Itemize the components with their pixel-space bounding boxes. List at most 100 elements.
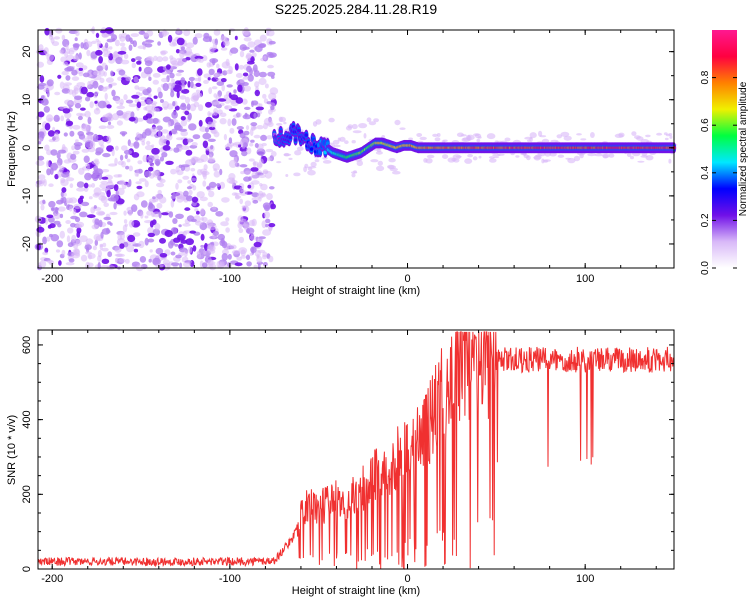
noise-blob	[211, 86, 218, 90]
noise-blob	[161, 152, 168, 158]
noise-blob	[147, 227, 155, 235]
noise-blob	[202, 262, 208, 268]
noise-blob	[200, 233, 205, 241]
halo-blob	[464, 158, 473, 164]
noise-blob	[133, 248, 139, 253]
halo-blob	[350, 171, 358, 174]
noise-blob	[83, 155, 90, 163]
noise-blob	[221, 84, 225, 92]
noise-blob	[39, 75, 45, 83]
halo-blob	[579, 152, 584, 159]
noise-blob	[233, 89, 237, 94]
noise-blob	[59, 165, 65, 171]
noise-blob	[170, 195, 176, 200]
noise-blob	[151, 144, 155, 148]
noise-blob	[239, 50, 245, 58]
noise-blob	[191, 92, 200, 101]
halo-blob	[283, 153, 292, 157]
spectrogram-ylabel: Frequency (Hz)	[6, 111, 18, 187]
noise-blob	[92, 245, 97, 251]
noise-blob	[61, 34, 66, 41]
noise-blob	[202, 172, 207, 180]
halo-blob	[288, 157, 293, 160]
noise-blob	[154, 223, 161, 231]
noise-blob	[195, 82, 202, 87]
noise-blob	[231, 118, 237, 126]
noise-blob	[202, 140, 209, 149]
snr-xtick-label: -200	[41, 573, 63, 585]
noise-blob	[111, 148, 115, 157]
noise-blob	[237, 215, 244, 223]
noise-blob	[162, 56, 169, 62]
noise-blob	[119, 154, 124, 161]
noise-blob	[162, 101, 170, 109]
noise-blob	[180, 116, 186, 121]
noise-blob	[126, 244, 135, 253]
noise-blob	[125, 99, 134, 104]
noise-blob	[155, 160, 160, 167]
noise-blob	[194, 77, 202, 82]
noise-blob	[162, 145, 171, 151]
noise-blob	[102, 153, 111, 158]
noise-blob	[267, 64, 274, 69]
noise-blob	[216, 183, 221, 187]
noise-blob	[148, 76, 152, 82]
noise-blob	[233, 141, 242, 146]
noise-blob	[213, 73, 218, 79]
noise-blob	[86, 49, 91, 57]
snr-ylabel: SNR (10 * v/v)	[6, 415, 18, 485]
noise-blob	[193, 101, 200, 108]
noise-blob	[169, 72, 175, 79]
ridge-core	[304, 133, 309, 137]
noise-blob	[89, 101, 94, 109]
noise-blob	[148, 198, 157, 203]
noise-blob	[262, 93, 267, 99]
noise-blob	[134, 85, 140, 90]
noise-blob	[135, 91, 141, 96]
halo-blob	[315, 119, 322, 125]
halo-blob	[307, 166, 317, 169]
halo-blob	[417, 140, 424, 143]
noise-blob	[210, 145, 214, 150]
halo-blob	[368, 121, 377, 126]
noise-blob	[107, 221, 112, 225]
noise-blob	[172, 39, 177, 46]
noise-blob	[144, 180, 149, 188]
noise-blob	[216, 63, 220, 69]
noise-blob	[83, 182, 89, 189]
noise-blob	[53, 114, 60, 122]
noise-blob	[246, 228, 250, 234]
noise-blob	[137, 86, 147, 91]
noise-blob	[253, 112, 257, 119]
noise-blob	[158, 91, 163, 99]
noise-blob	[182, 261, 192, 268]
noise-blob	[174, 124, 183, 131]
colorbar-ticks: 0.0 0.2 0.4 0.6 0.8	[700, 70, 737, 275]
noise-blob	[128, 44, 133, 51]
noise-blob	[159, 178, 166, 184]
noise-blob	[249, 252, 253, 256]
halo-blob	[322, 156, 328, 160]
noise-blob	[246, 261, 252, 267]
noise-blob	[262, 202, 271, 210]
noise-blob	[235, 97, 244, 104]
noise-blob	[205, 127, 209, 133]
halo-blob	[580, 138, 587, 141]
noise-blob	[66, 66, 75, 72]
noise-blob	[113, 202, 117, 210]
noise-blob	[55, 249, 61, 253]
halo-blob	[310, 161, 317, 168]
noise-blob	[262, 229, 272, 236]
halo-blob	[345, 125, 353, 131]
noise-blob	[249, 235, 256, 241]
noise-blob	[244, 200, 252, 207]
noise-blob	[54, 173, 59, 180]
noise-blob	[191, 196, 199, 203]
noise-blob	[176, 137, 184, 141]
noise-blob	[228, 159, 238, 168]
noise-blob	[207, 138, 216, 142]
noise-blob	[152, 196, 156, 200]
halo-blob	[432, 133, 438, 137]
noise-blob	[268, 92, 277, 101]
